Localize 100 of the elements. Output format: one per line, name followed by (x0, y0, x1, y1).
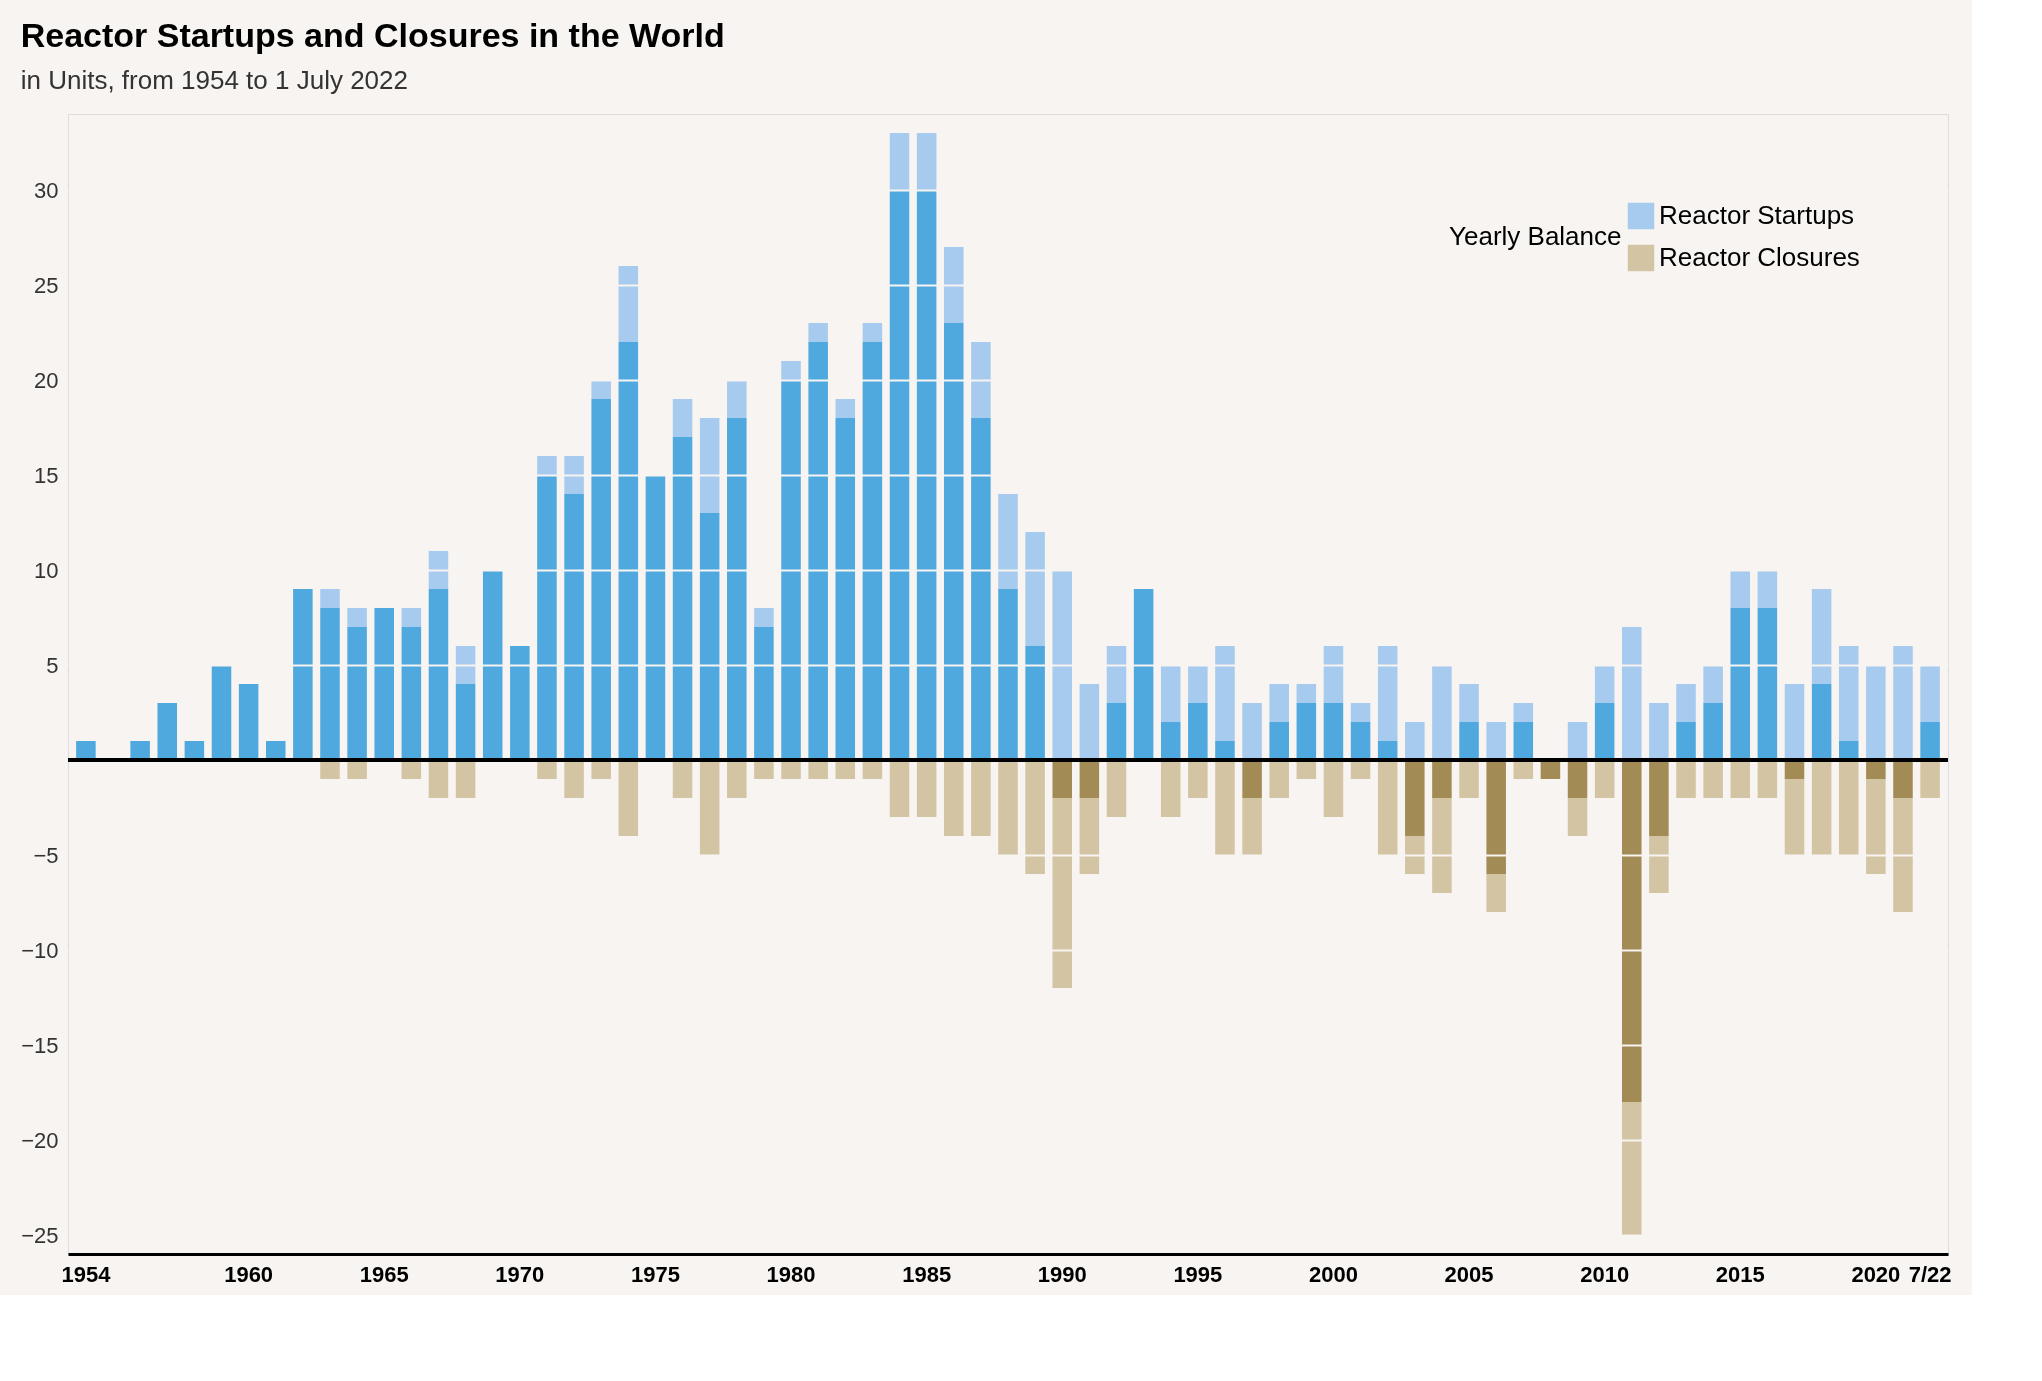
bar (618, 342, 639, 760)
y-tick-label: 30 (34, 177, 59, 203)
bar (293, 589, 313, 760)
bar (157, 703, 178, 760)
bar (1920, 665, 1940, 722)
x-tick-label: 2015 (1715, 1261, 1765, 1287)
bar (889, 760, 910, 817)
bar (1486, 760, 1506, 874)
bar (320, 589, 340, 608)
bar (1622, 760, 1642, 1102)
bar (564, 456, 584, 494)
chart-subtitle: in Units, from 1954 to 1 July 2022 (20, 65, 409, 95)
bar (347, 608, 367, 627)
bar (916, 760, 937, 817)
bar (482, 570, 503, 760)
bar (238, 684, 259, 760)
y-tick-label: −20 (21, 1127, 59, 1153)
bar (1052, 798, 1072, 988)
bar (754, 760, 774, 779)
bar (564, 494, 584, 760)
bar (1459, 722, 1479, 760)
bar (1025, 532, 1045, 646)
bar (971, 418, 991, 760)
legend-label: Reactor Closures (1659, 242, 1860, 272)
bar (971, 760, 991, 836)
bar (781, 760, 801, 779)
bar (1567, 798, 1588, 836)
bar (1703, 703, 1723, 760)
x-tick-label: 1980 (766, 1261, 816, 1287)
bar (1730, 570, 1751, 608)
bar (754, 627, 774, 760)
bar (1838, 741, 1859, 760)
x-tick-label: 1990 (1037, 1261, 1087, 1287)
bar (1296, 684, 1317, 703)
bar (1269, 684, 1289, 722)
chart-title: Reactor Startups and Closures in the World (20, 16, 725, 54)
bar (1188, 665, 1208, 703)
bar (1703, 665, 1723, 703)
legend-label: Reactor Startups (1659, 200, 1855, 230)
bar (1025, 760, 1045, 874)
bar (781, 361, 801, 380)
bar (1405, 722, 1425, 760)
bar (1811, 589, 1832, 684)
bar (1079, 760, 1100, 798)
bar (320, 760, 340, 779)
bar (374, 608, 394, 760)
bar (591, 380, 611, 399)
bar (401, 608, 422, 627)
y-tick-label: 5 (46, 652, 59, 678)
bar (130, 741, 150, 760)
x-tick-label: 1954 (61, 1261, 112, 1287)
bar (1649, 703, 1669, 760)
bar (428, 760, 449, 798)
y-tick-label: −10 (21, 937, 59, 963)
bar (1405, 836, 1425, 874)
bar (835, 418, 856, 760)
x-tick-label: 1970 (495, 1261, 545, 1287)
bar (1269, 722, 1289, 760)
bar (1866, 779, 1886, 874)
bar (1215, 646, 1235, 741)
x-tick-label: 2005 (1444, 1261, 1494, 1287)
bar (944, 323, 964, 760)
bar (1622, 627, 1642, 760)
bar (889, 133, 910, 190)
bar (862, 342, 883, 760)
bar (835, 399, 856, 418)
bar (672, 437, 693, 760)
bar (1079, 798, 1100, 874)
bar (1567, 722, 1588, 760)
legend-title: Yearly Balance (1449, 221, 1622, 251)
bar (1160, 760, 1181, 817)
bar (1866, 760, 1886, 779)
bar (1757, 608, 1778, 760)
bar (1459, 760, 1479, 798)
bar (1242, 798, 1262, 855)
bar (455, 684, 476, 760)
bar (591, 760, 611, 779)
x-tick-label: 7/22 (1908, 1261, 1952, 1287)
bar (1594, 760, 1615, 798)
bar (428, 589, 449, 760)
bar (1730, 760, 1751, 798)
bar (1405, 760, 1425, 836)
bar (808, 342, 828, 760)
x-tick-label: 1965 (359, 1261, 409, 1287)
bar (808, 323, 828, 342)
bar (1215, 741, 1235, 760)
bar (1811, 760, 1832, 855)
y-tick-label: −15 (21, 1032, 59, 1058)
bar (347, 627, 367, 760)
bar (1242, 703, 1262, 760)
bar (1730, 608, 1751, 760)
bar (1920, 722, 1940, 760)
bar (1323, 703, 1344, 760)
bar (1893, 646, 1913, 760)
bar (1676, 760, 1696, 798)
y-tick-label: 20 (34, 367, 59, 393)
bar (1459, 684, 1479, 722)
bar (944, 247, 964, 323)
bar (998, 760, 1018, 855)
bar (1811, 684, 1832, 760)
